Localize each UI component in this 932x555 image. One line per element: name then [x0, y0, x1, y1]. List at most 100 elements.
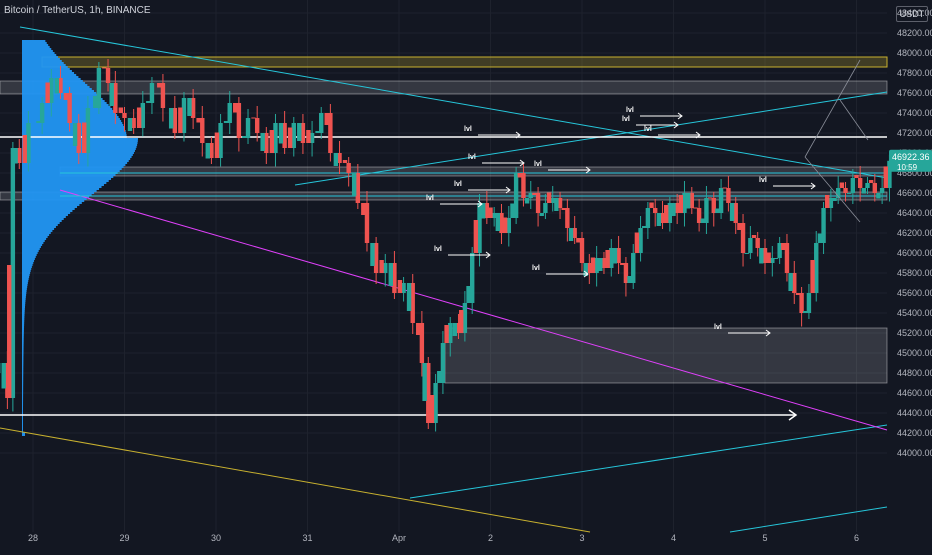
volume-profile-bar — [22, 324, 24, 326]
volume-profile-bar — [22, 376, 23, 378]
volume-profile-bar — [22, 298, 26, 300]
volume-profile-bar — [22, 262, 33, 264]
candle — [759, 248, 763, 264]
volume-profile-bar — [22, 222, 60, 224]
volume-profile-bar — [22, 240, 45, 242]
volume-profile-bar — [22, 374, 23, 376]
volume-profile-bar — [22, 386, 23, 388]
volume-profile-bar — [22, 246, 41, 248]
level-label: lvl — [714, 324, 722, 331]
candle — [627, 276, 631, 283]
candle — [880, 188, 884, 193]
volume-profile-bar — [22, 328, 24, 330]
candle — [260, 133, 264, 151]
volume-profile-bar — [22, 232, 51, 234]
candle — [818, 234, 822, 244]
candle — [649, 203, 653, 209]
level-label: lvl — [759, 177, 767, 184]
volume-profile-bar — [22, 316, 24, 318]
volume-profile-bar — [22, 42, 47, 44]
volume-profile-bar — [22, 48, 51, 50]
volume-profile-bar — [22, 280, 28, 282]
volume-profile-bar — [22, 404, 23, 406]
candle — [128, 118, 132, 131]
candle — [422, 363, 426, 401]
volume-profile-bar — [22, 192, 94, 194]
volume-profile-bar — [22, 56, 58, 58]
volume-profile-bar — [22, 304, 25, 306]
y-tick-label: 47400.00 — [897, 108, 932, 118]
volume-profile-bar — [22, 52, 55, 54]
candle — [36, 121, 40, 123]
candle — [832, 198, 836, 201]
volume-profile-bar — [22, 100, 105, 102]
y-tick-label: 47200.00 — [897, 128, 932, 138]
volume-profile-bar — [22, 268, 31, 270]
candle — [540, 213, 544, 216]
volume-profile-bar — [22, 350, 24, 352]
volume-profile-bar — [22, 392, 23, 394]
volume-profile-bar — [22, 310, 25, 312]
currency-badge[interactable]: USDT — [896, 6, 928, 22]
candle — [2, 363, 6, 389]
volume-profile-bar — [22, 44, 48, 46]
candle — [803, 311, 807, 313]
candle — [576, 238, 580, 243]
y-tick-label: 45800.00 — [897, 268, 932, 278]
symbol-title[interactable]: Bitcoin / TetherUS, 1h, BINANCE — [4, 5, 151, 16]
candle — [228, 103, 232, 123]
volume-profile-bar — [22, 244, 42, 246]
volume-profile-bar — [22, 256, 36, 258]
candle — [233, 103, 237, 113]
volume-profile-bar — [22, 74, 76, 76]
zone-box — [60, 167, 887, 176]
volume-profile-bar — [22, 420, 23, 422]
level-label: lvl — [434, 246, 442, 253]
candle — [7, 265, 11, 398]
candle — [255, 118, 259, 133]
volume-profile-bar — [22, 210, 72, 212]
last-price-value: 46922.36 — [892, 152, 930, 162]
volume-profile-bar — [22, 362, 23, 364]
level-label: lvl — [626, 107, 634, 114]
candle — [297, 123, 301, 141]
candle — [701, 219, 705, 224]
volume-profile-bar — [22, 340, 24, 342]
candle — [45, 83, 49, 104]
candle — [807, 293, 811, 313]
volume-profile-bar — [22, 184, 104, 186]
y-tick-label: 45600.00 — [897, 288, 932, 298]
volume-profile-bar — [22, 228, 54, 230]
candle — [279, 123, 283, 144]
level-label: lvl — [622, 116, 630, 123]
candle — [319, 113, 323, 133]
grid-lines — [0, 0, 887, 532]
volume-profile-bar — [22, 364, 23, 366]
candle — [352, 173, 356, 196]
volume-profile-bar — [22, 62, 64, 64]
support-line — [60, 190, 887, 430]
x-tick-label: Apr — [392, 533, 406, 543]
volume-profile-bar — [22, 200, 84, 202]
candle — [547, 193, 551, 204]
price-axis[interactable]: 48400.0048200.0048000.0047800.0047600.00… — [889, 8, 932, 458]
volume-profile-bar — [22, 156, 132, 158]
volume-profile-bar — [22, 158, 130, 160]
candle — [242, 136, 246, 138]
volume-profile-bar — [22, 396, 23, 398]
volume-profile-bar — [22, 76, 78, 78]
volume-profile-bar — [22, 344, 24, 346]
y-tick-label: 47600.00 — [897, 88, 932, 98]
candle — [40, 103, 44, 123]
candle — [646, 208, 650, 228]
level-label: lvl — [644, 126, 652, 133]
candle — [554, 198, 558, 211]
volume-profile-bar — [22, 370, 23, 372]
volume-profile-bar — [22, 352, 23, 354]
candle — [591, 258, 595, 274]
volume-profile-bar — [22, 178, 111, 180]
candle — [613, 248, 617, 264]
